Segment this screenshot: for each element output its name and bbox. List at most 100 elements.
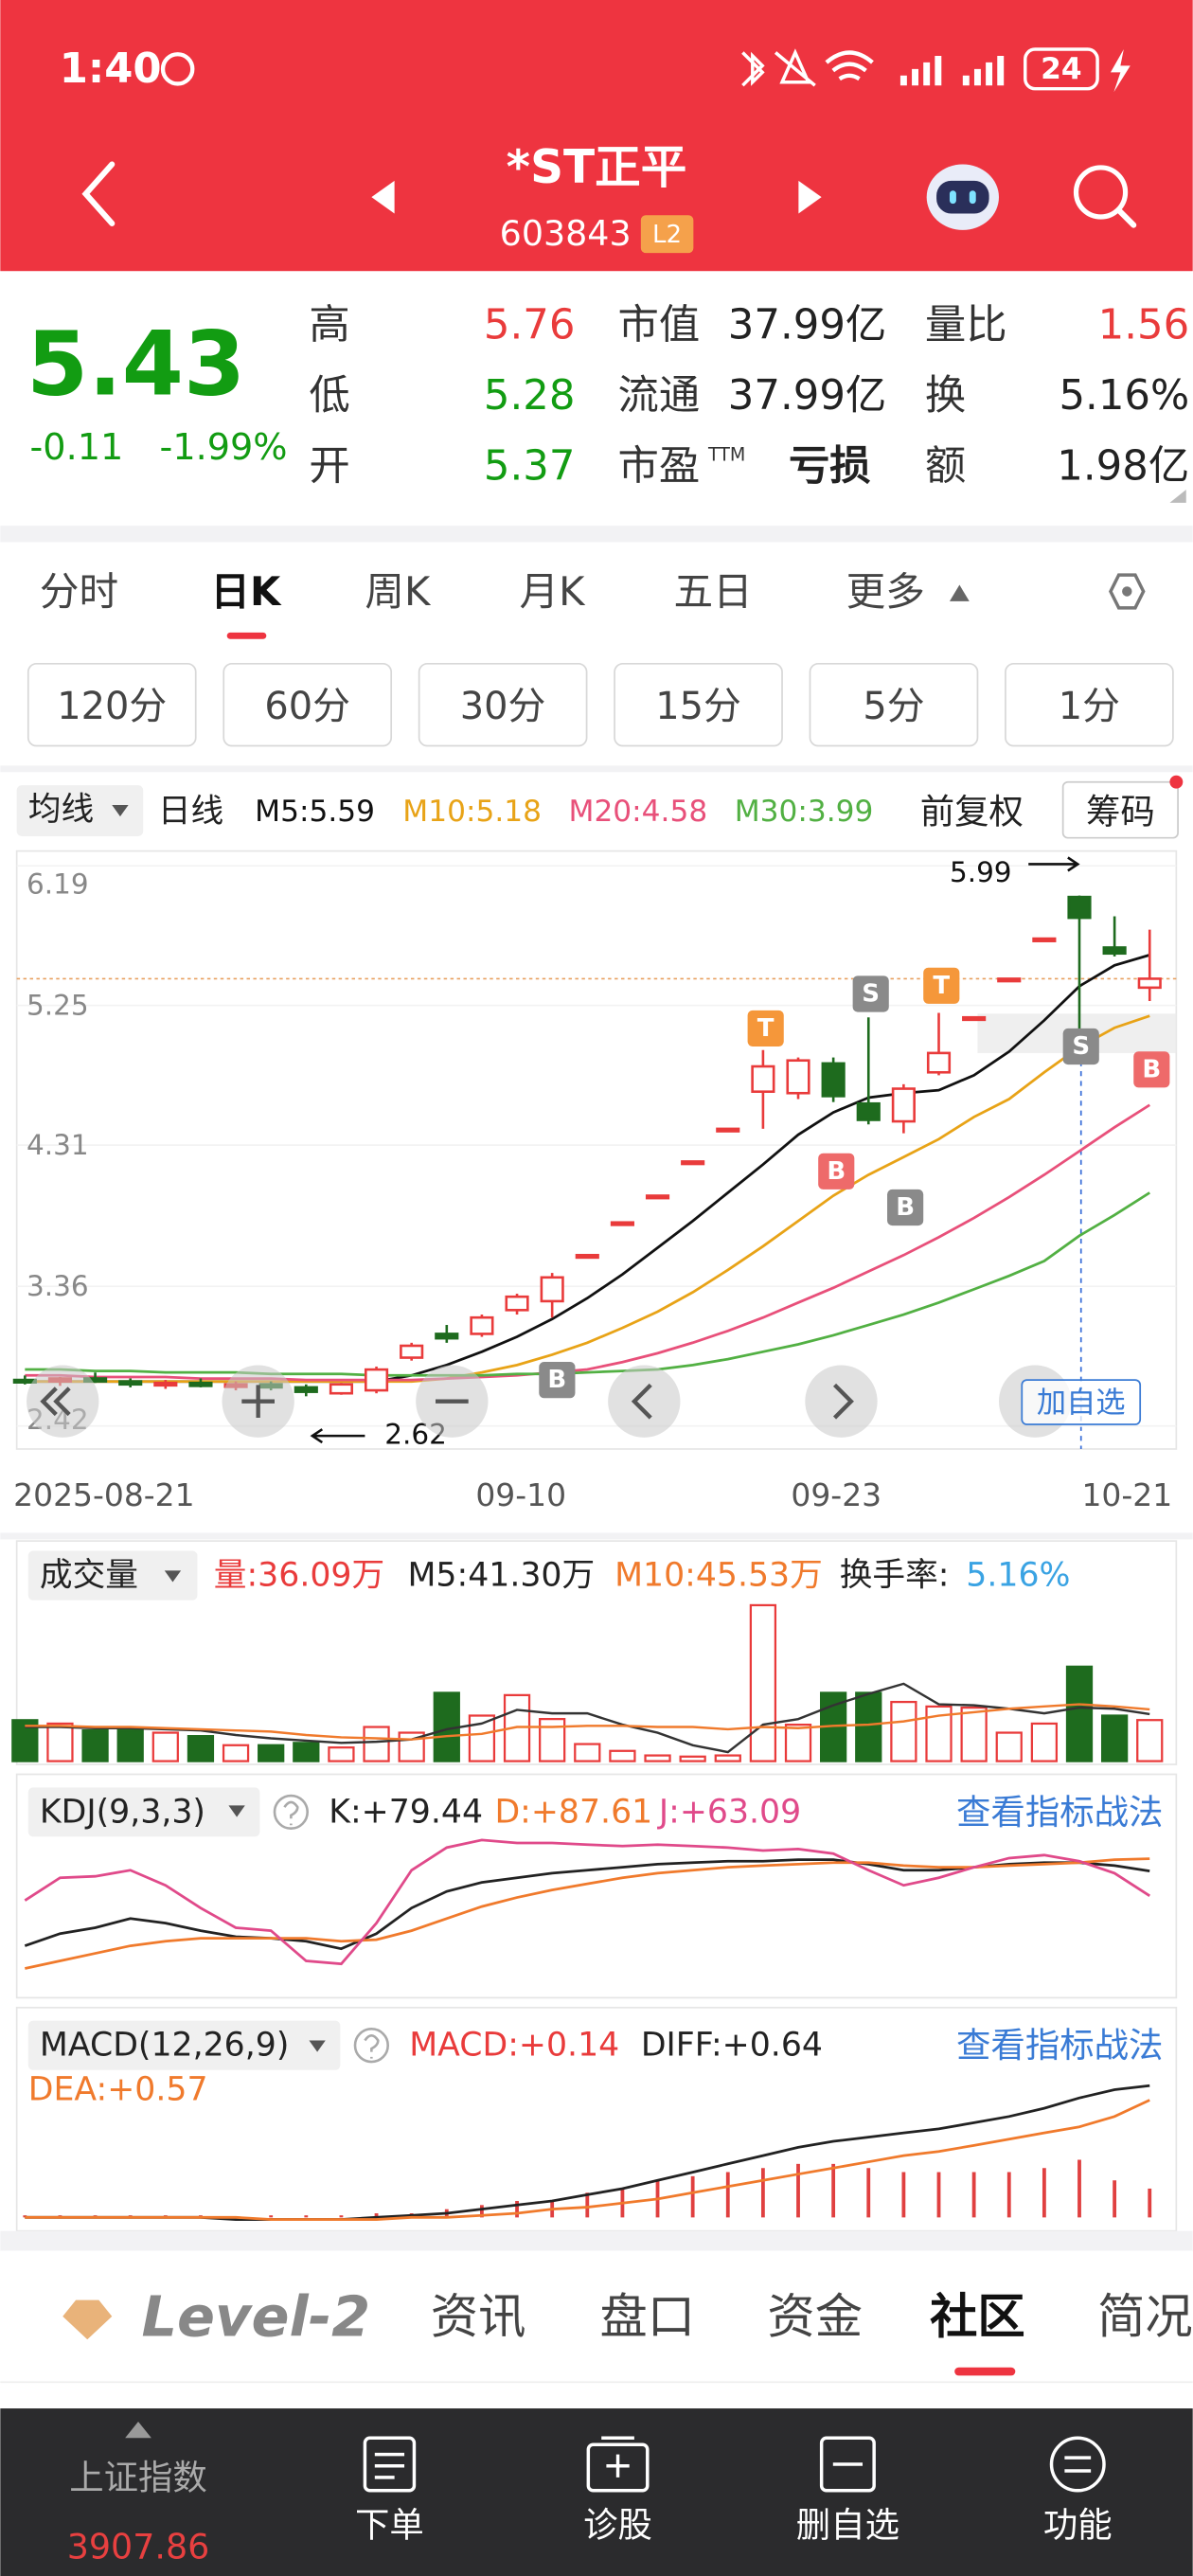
period-label[interactable]: 120分 (57, 685, 167, 728)
ma-button-bg[interactable] (16, 785, 144, 836)
info-tab[interactable]: 简况 (1097, 2288, 1193, 2344)
kdj-button[interactable]: KDJ(9,3,3) (40, 1793, 205, 1831)
candle-body (540, 1276, 564, 1303)
macd-line (25, 2099, 1150, 2221)
candle-body (294, 1386, 318, 1393)
chart-tab[interactable]: 五日 (674, 568, 753, 615)
candle-body (435, 1333, 459, 1340)
assistant-icon[interactable] (926, 164, 999, 230)
index-name[interactable]: 上证指数 (69, 2457, 207, 2497)
signal-badge (923, 967, 960, 1004)
search-button[interactable] (1073, 165, 1137, 228)
field-value: 37.99亿 (728, 372, 886, 420)
volume-bar (890, 1700, 917, 1762)
indicator-link[interactable]: 查看指标战法 (956, 2025, 1163, 2066)
candle-body (364, 1368, 389, 1392)
volume-bar (855, 1691, 882, 1762)
ma-line (25, 1103, 1150, 1382)
chart-nav-button[interactable] (805, 1365, 878, 1438)
footer-action[interactable]: 诊股 (583, 2505, 652, 2546)
volume-bar (328, 1746, 355, 1762)
level2-tab[interactable]: Level-2 (141, 2283, 370, 2349)
macd-button-bg[interactable] (27, 2020, 341, 2070)
info-tab[interactable]: 社区 (930, 2288, 1025, 2344)
x-tick-label: 09-10 (475, 1476, 566, 1513)
chips-label[interactable]: 筹码 (1086, 791, 1155, 832)
candle-body (1102, 946, 1127, 956)
signal-badge (1062, 1028, 1099, 1065)
field-label: 市盈 (618, 443, 701, 491)
add-watch-button[interactable] (1021, 1379, 1142, 1425)
period-button[interactable] (418, 662, 588, 747)
kdj-value: K:+79.44 (329, 1793, 483, 1831)
chart-nav-button[interactable] (608, 1365, 681, 1438)
field-suffix: TTM (707, 445, 745, 466)
signal-label: B (1142, 1055, 1161, 1083)
nav-icon (40, 1386, 71, 1417)
volume-bar (1100, 1714, 1129, 1762)
settings-icon[interactable] (1109, 573, 1146, 610)
adjust-mode[interactable]: 前复权 (920, 791, 1024, 832)
help-icon[interactable] (353, 2028, 389, 2064)
wifi-icon (825, 50, 874, 81)
chart-tab[interactable]: 月K (519, 568, 586, 615)
chart-tab[interactable]: 周K (365, 568, 432, 615)
volume-bar (1065, 1665, 1094, 1762)
index-value[interactable]: 3907.86 (67, 2526, 210, 2567)
macd-button[interactable]: MACD(12,26,9) (40, 2027, 289, 2065)
period-button[interactable] (809, 662, 979, 747)
ma-line (25, 1014, 1150, 1384)
volume-button-bg[interactable] (27, 1550, 198, 1601)
next-stock[interactable] (798, 180, 822, 214)
ma-button[interactable]: 均线 (28, 791, 94, 829)
divider (0, 765, 1193, 773)
volume-button[interactable]: 成交量 (40, 1557, 138, 1595)
chart-tab[interactable]: 更多 (846, 568, 925, 615)
period-button[interactable] (223, 662, 393, 747)
indicator-link[interactable]: 查看指标战法 (956, 1792, 1163, 1833)
candle-body (681, 1160, 705, 1166)
period-label[interactable]: 60分 (264, 685, 350, 728)
chips-button[interactable] (1061, 780, 1179, 839)
back-button[interactable] (81, 161, 116, 226)
red-dot (1169, 775, 1184, 789)
period-button[interactable] (1005, 662, 1174, 747)
period-label[interactable]: 5分 (863, 685, 924, 728)
period-button[interactable] (27, 662, 197, 747)
dea-value: DEA:+0.57 (28, 2071, 208, 2109)
field-value: 1.56 (1098, 301, 1190, 349)
footer-action[interactable]: 功能 (1043, 2505, 1113, 2546)
info-tab[interactable]: 资金 (767, 2288, 863, 2344)
candle-body (997, 977, 1022, 983)
chart-tab[interactable]: 分时 (40, 568, 118, 615)
candle-body (962, 1015, 987, 1022)
kdj-button-bg[interactable] (27, 1787, 260, 1837)
add-watch-label[interactable]: 加自选 (1037, 1386, 1126, 1420)
volume-ma-label: M5:41.30万 (408, 1557, 596, 1595)
chart-tab[interactable]: 日K (210, 568, 282, 615)
candle-body (188, 1381, 213, 1387)
x-tick-label: 10-21 (1081, 1476, 1172, 1513)
footer-action[interactable]: 删自选 (796, 2505, 899, 2546)
candle-body (329, 1383, 354, 1395)
chart-nav-button[interactable] (27, 1365, 99, 1438)
signal-label: S (862, 979, 880, 1008)
ma-value: M10:5.18 (402, 795, 542, 829)
signal-label: T (933, 972, 950, 1000)
last-price: 5.43 (27, 313, 245, 417)
signal-badge (887, 1189, 924, 1226)
period-label[interactable]: 30分 (460, 685, 546, 728)
period-label[interactable]: 15分 (655, 685, 741, 728)
footer-action[interactable]: 下单 (355, 2505, 424, 2546)
info-tab[interactable]: 盘口 (599, 2288, 695, 2344)
info-tab[interactable]: 资讯 (431, 2288, 526, 2344)
charging-icon (1110, 49, 1131, 93)
signal-icon (899, 55, 1005, 86)
period-button[interactable] (614, 662, 783, 747)
period-label[interactable]: 1分 (1059, 685, 1120, 728)
help-icon[interactable] (273, 1794, 309, 1831)
prev-stock[interactable] (371, 180, 395, 214)
divider (0, 2230, 1193, 2251)
ma-value: M30:3.99 (735, 795, 874, 829)
turnover-value: 5.16% (966, 1557, 1070, 1595)
